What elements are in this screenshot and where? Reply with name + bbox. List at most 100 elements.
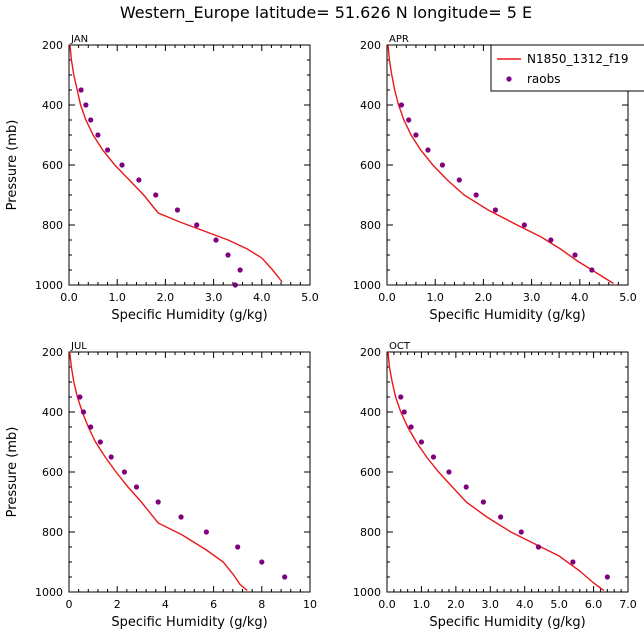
- raobs-marker: [203, 529, 209, 535]
- chart-panel-jan: JAN 0.0 1.0 2.0 3.0 4.0 5.0 200 400 600 800 1000 Spe…: [5, 34, 319, 323]
- y-axis-label: Pressure (mb): [5, 120, 20, 211]
- y-tick-label: 600: [360, 159, 381, 172]
- raobs-marker: [401, 409, 407, 415]
- y-tick-label: 800: [42, 526, 63, 539]
- x-tick-label: 10: [303, 598, 317, 611]
- x-tick-label: 2.0: [447, 598, 465, 611]
- x-tick-label: 4: [162, 598, 169, 611]
- raobs-marker: [133, 484, 140, 490]
- x-tick-label: 2.0: [157, 291, 175, 304]
- x-tick-label: 4.0: [516, 598, 534, 611]
- x-tick-label: 1.0: [426, 291, 444, 304]
- raobs-marker: [456, 177, 462, 183]
- x-tick-label: 5.0: [550, 598, 568, 611]
- raobs-marker: [108, 454, 114, 460]
- x-tick-label: 3.0: [482, 598, 500, 611]
- y-tick-label: 1000: [35, 586, 63, 599]
- raobs-marker: [213, 237, 219, 243]
- x-tick-label: 0.0: [60, 291, 78, 304]
- y-tick-label: 600: [42, 466, 63, 479]
- raobs-marker: [121, 469, 128, 475]
- raobs-marker: [570, 559, 576, 565]
- raobs-marker: [78, 87, 84, 93]
- raobs-marker: [178, 514, 184, 520]
- raobs-marker: [463, 484, 469, 490]
- raobs-marker: [97, 439, 103, 445]
- x-axis-label: Specific Humidity (g/kg): [429, 308, 585, 323]
- y-axis-label: Pressure (mb): [5, 427, 20, 518]
- raobs-marker: [174, 207, 181, 213]
- raobs-marker: [80, 409, 87, 415]
- raobs-marker: [194, 222, 200, 228]
- y-tick-label: 1000: [353, 279, 381, 292]
- raobs-marker: [425, 147, 431, 153]
- x-tick-label: 3.0: [523, 291, 541, 304]
- raobs-marker: [237, 267, 243, 273]
- y-tick-label: 800: [360, 526, 381, 539]
- raobs-marker: [480, 499, 486, 505]
- raobs-marker: [398, 394, 404, 400]
- y-tick-label: 200: [42, 346, 63, 359]
- raobs-marker: [398, 102, 405, 108]
- raobs-marker: [439, 162, 446, 168]
- raobs-marker: [413, 132, 419, 138]
- plot-frame: [68, 44, 311, 286]
- raobs-marker: [235, 544, 241, 550]
- x-tick-label: 0.0: [378, 291, 396, 304]
- raobs-marker: [473, 192, 479, 198]
- y-tick-label: 400: [360, 406, 381, 419]
- x-tick-label: 6: [210, 598, 217, 611]
- chart-panel-jul: JUL 0 2 4 6 8 10 200 400 600 800 1000 Specific Humid…: [5, 341, 317, 630]
- raobs-marker: [259, 559, 265, 565]
- x-axis-label: Specific Humidity (g/kg): [111, 615, 267, 630]
- legend-marker-swatch: [506, 76, 512, 82]
- y-tick-label: 200: [42, 39, 63, 52]
- x-tick-label: 8: [258, 598, 265, 611]
- plot-frame: [386, 351, 629, 593]
- x-axis-label: Specific Humidity (g/kg): [111, 308, 267, 323]
- raobs-marker: [155, 499, 161, 505]
- x-tick-label: 1.0: [413, 598, 431, 611]
- chart-panel-oct: OCT 0.0 1.0 2.0 3.0 4.0 5.0 6.0 7.0 200 400 600 800 1…: [353, 341, 637, 630]
- raobs-marker: [136, 177, 142, 183]
- raobs-marker: [492, 207, 499, 213]
- raobs-marker: [83, 102, 89, 108]
- series-line-model: [69, 351, 248, 592]
- x-tick-label: 2.0: [475, 291, 493, 304]
- y-tick-label: 800: [42, 219, 63, 232]
- panel-label: OCT: [389, 341, 411, 352]
- y-tick-label: 400: [42, 99, 63, 112]
- raobs-marker: [282, 574, 288, 580]
- raobs-marker: [604, 574, 610, 580]
- x-tick-label: 5.0: [619, 291, 637, 304]
- raobs-marker: [518, 529, 524, 535]
- series-line-model: [387, 351, 605, 592]
- y-tick-label: 200: [360, 39, 381, 52]
- x-tick-label: 3.0: [205, 291, 223, 304]
- raobs-marker: [548, 237, 554, 243]
- x-tick-label: 6.0: [585, 598, 603, 611]
- raobs-marker: [498, 514, 504, 520]
- x-tick-label: 0.0: [378, 598, 396, 611]
- raobs-marker: [589, 267, 595, 273]
- panel-label: JAN: [70, 34, 88, 45]
- legend-box: [490, 44, 644, 92]
- raobs-marker: [119, 162, 125, 168]
- legend-label: N1850_1312_f19: [527, 52, 629, 66]
- x-tick-label: 4.0: [253, 291, 271, 304]
- series-line-model: [69, 44, 283, 283]
- y-tick-label: 1000: [35, 279, 63, 292]
- figure-title: Western_Europe latitude= 51.626 N longit…: [120, 3, 532, 23]
- raobs-marker: [225, 252, 231, 258]
- y-tick-label: 400: [360, 99, 381, 112]
- y-tick-label: 400: [42, 406, 63, 419]
- panel-label: APR: [389, 34, 409, 45]
- x-tick-label: 5.0: [301, 291, 319, 304]
- legend-label: raobs: [527, 72, 561, 86]
- panel-label: JUL: [70, 341, 87, 352]
- raobs-marker: [104, 147, 111, 153]
- x-tick-label: 2: [114, 598, 121, 611]
- raobs-marker: [572, 252, 578, 258]
- plot-frame: [68, 351, 311, 593]
